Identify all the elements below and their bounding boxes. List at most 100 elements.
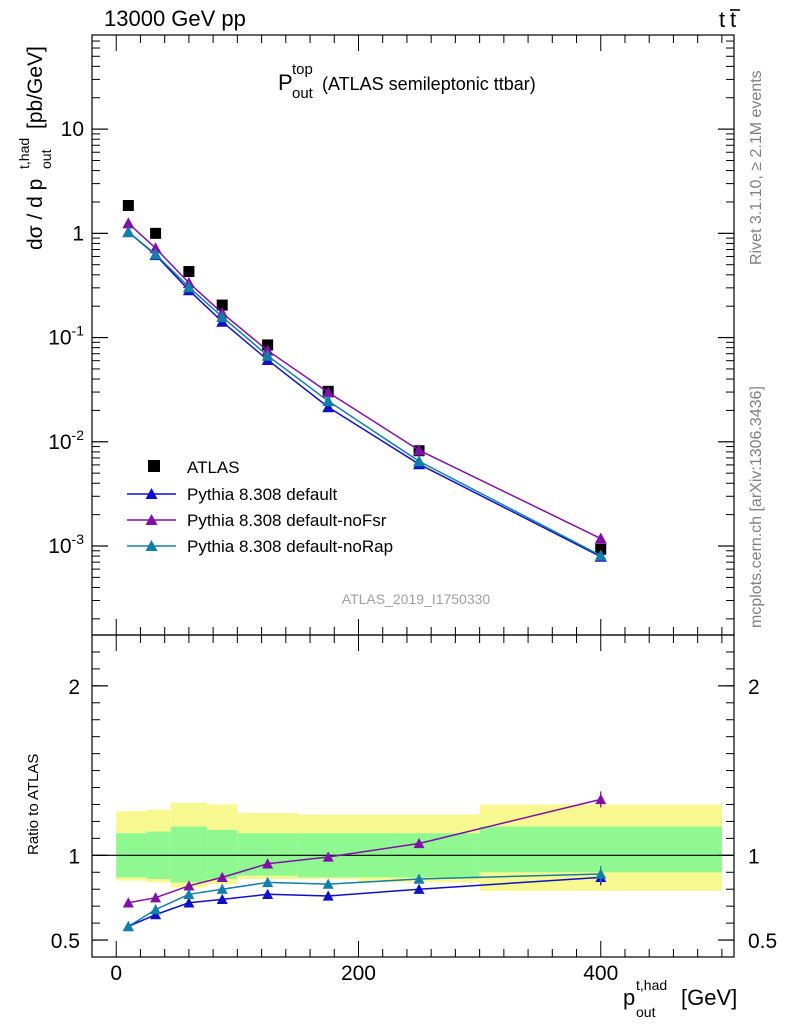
ratio-ylabel: Ratio to ATLAS [25, 754, 42, 855]
legend-label-nofsr: Pythia 8.308 default-noFsr [187, 511, 387, 530]
process-label: t t [719, 7, 740, 32]
main-axes: 10-3 10-2 10-1 1 10 [48, 34, 734, 635]
main-ytick-label: 10 [61, 118, 84, 141]
ylabel-sub: out [38, 149, 54, 169]
main-point-noFsr [594, 532, 607, 544]
xtick-label: 200 [341, 962, 376, 985]
ylabel-unit: [pb/GeV] [24, 46, 47, 129]
ratio-point-noFsr [262, 858, 274, 869]
ratio-point-noRap [122, 920, 134, 932]
main-point-data [183, 266, 195, 278]
title-sub: out [292, 85, 314, 102]
ratio-band-inner [170, 826, 208, 883]
ratio-band-layer [92, 802, 734, 891]
xlabel-main: p [623, 985, 635, 1010]
legend-marker-atlas [148, 460, 160, 472]
ratio-ytick-label-right: 0.5 [748, 930, 777, 953]
ratio-point-noRap [413, 873, 425, 884]
ratio-point-noFsr [150, 892, 162, 903]
ratio-point-noFsr [322, 851, 334, 862]
legend-label-atlas: ATLAS [187, 458, 240, 477]
ratio-point-noFsr [122, 897, 134, 908]
process-top: t [719, 7, 725, 32]
ratio-point-noRap [322, 878, 334, 889]
ratio-point-default [216, 893, 228, 905]
ratio-point-default [183, 897, 195, 908]
main-point-default [322, 401, 335, 413]
ratio-band-inner [479, 826, 722, 873]
legend-label-default: Pythia 8.308 default [187, 485, 338, 504]
main-point-noFsr [322, 386, 335, 398]
ratio-panel: 0.5 0.5 1 1 2 2 0 200 400 [51, 634, 777, 985]
ratio-point-noFsr [216, 871, 228, 883]
main-point-data [595, 543, 607, 555]
main-point-noRap [594, 549, 607, 561]
main-point-noRap [182, 281, 195, 293]
xtick-label: 400 [583, 962, 618, 985]
ratio-point-noRap [183, 888, 195, 899]
main-point-data [122, 199, 134, 211]
ratio-line-noRap [127, 873, 601, 928]
xlabel-sub: out [636, 1004, 656, 1020]
ratio-ytick-label-right: 2 [748, 676, 760, 699]
ratio-ytick-label-left: 1 [68, 845, 80, 868]
legend-entry-atlas: ATLAS [148, 458, 240, 477]
main-point-noFsr [122, 217, 135, 229]
legend-entry-default: Pythia 8.308 default [127, 485, 338, 504]
analysis-id: ATLAS_2019_I1750330 [342, 591, 491, 607]
main-point-noRap [122, 226, 135, 238]
main-ytick-label: 10-2 [48, 427, 84, 454]
ratio-point-noRap [262, 876, 274, 888]
plot-title: P top out (ATLAS semileptonic ttbar) [278, 61, 536, 102]
ylabel-main: dσ / d p [24, 179, 47, 250]
main-panel: 10-3 10-2 10-1 1 10 [48, 34, 735, 636]
ratio-point-noFsr [413, 837, 425, 849]
ratio-point-default [413, 883, 425, 894]
xlabel-unit: [GeV] [681, 985, 737, 1010]
main-ytick-label: 10-1 [48, 323, 84, 350]
main-line-noRap [127, 231, 602, 557]
legend-entry-norap: Pythia 8.308 default-noRap [127, 537, 393, 556]
ratio-ytick-label-left: 2 [68, 676, 80, 699]
main-data-layer [122, 199, 607, 562]
ratio-ytick-label-right: 1 [748, 845, 760, 868]
main-point-data [150, 227, 162, 239]
ratio-point-noRap [150, 904, 162, 915]
ylabel-sup: t,had [16, 138, 32, 169]
main-point-noRap [149, 248, 162, 260]
title-rest: (ATLAS semileptonic ttbar) [322, 74, 536, 94]
ratio-ytick-label-left: 0.5 [51, 930, 80, 953]
rivet-label: Rivet 3.1.10, ≥ 2.1M events [748, 70, 765, 265]
xlabel-sup: t,had [636, 977, 667, 993]
main-ytick-label: 1 [72, 222, 84, 245]
xlabel: p t,had out [GeV] [623, 977, 737, 1020]
ratio-point-noRap [216, 883, 228, 894]
ratio-point-noFsr [183, 880, 195, 891]
main-point-noRap [216, 310, 229, 322]
title-sup: top [292, 61, 313, 78]
ratio-frame [91, 634, 735, 958]
ratio-band-inner [207, 829, 238, 880]
ratio-data-layer [122, 791, 607, 932]
main-line-default [127, 231, 602, 558]
main-point-noRap [322, 395, 335, 407]
ratio-point-default [262, 888, 274, 899]
main-line-noFsr [127, 222, 602, 540]
main-point-noFsr [149, 242, 162, 254]
legend-marker-norap [145, 540, 158, 551]
main-ylabel: dσ / d p t,had out [pb/GeV] [16, 46, 54, 250]
xtick-label: 0 [110, 962, 122, 985]
title-main: P [278, 70, 293, 95]
main-point-noRap [261, 349, 274, 361]
ratio-point-default [322, 890, 334, 901]
main-point-noRap [413, 455, 426, 467]
main-ytick-label: 10-3 [48, 531, 84, 558]
legend: ATLAS Pythia 8.308 default Pythia 8.308 … [127, 458, 393, 556]
ratio-line-default [128, 876, 601, 928]
energy-label: 13000 GeV pp [104, 6, 246, 31]
legend-marker-default [145, 488, 158, 499]
legend-entry-nofsr: Pythia 8.308 default-noFsr [127, 511, 387, 530]
main-point-data [216, 299, 228, 311]
ratio-axes: 0.5 0.5 1 1 2 2 0 200 400 [51, 635, 777, 985]
